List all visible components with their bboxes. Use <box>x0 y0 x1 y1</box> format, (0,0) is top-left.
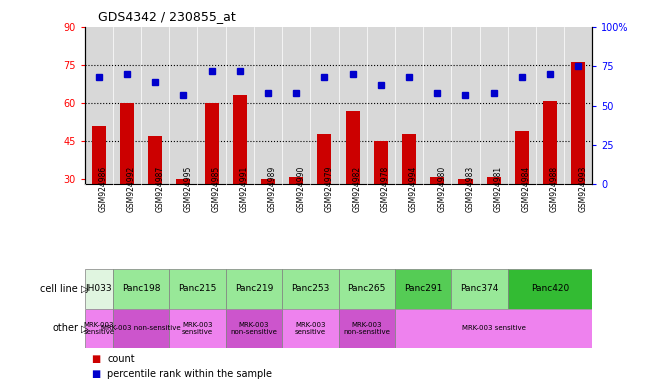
Bar <box>169 309 226 348</box>
Bar <box>515 131 529 184</box>
Text: percentile rank within the sample: percentile rank within the sample <box>107 369 272 379</box>
Text: GSM924983: GSM924983 <box>465 166 475 212</box>
Text: GSM924987: GSM924987 <box>155 166 164 212</box>
Text: ■: ■ <box>91 369 100 379</box>
Text: Panc219: Panc219 <box>235 285 273 293</box>
Text: MRK-003
sensitive: MRK-003 sensitive <box>295 322 326 335</box>
Text: GSM924986: GSM924986 <box>99 166 107 212</box>
Text: GDS4342 / 230855_at: GDS4342 / 230855_at <box>98 10 236 23</box>
Bar <box>395 269 451 309</box>
Text: Panc291: Panc291 <box>404 285 442 293</box>
Text: GSM924981: GSM924981 <box>493 166 503 212</box>
Text: Panc374: Panc374 <box>460 285 499 293</box>
Bar <box>451 269 508 309</box>
Text: GSM924991: GSM924991 <box>240 166 249 212</box>
Text: GSM924993: GSM924993 <box>578 166 587 212</box>
Text: GSM924985: GSM924985 <box>212 166 221 212</box>
Bar <box>92 126 106 184</box>
Text: GSM924992: GSM924992 <box>127 166 136 212</box>
Text: MRK-003
non-sensitive: MRK-003 non-sensitive <box>343 322 390 335</box>
Text: MRK-003
non-sensitive: MRK-003 non-sensitive <box>230 322 277 335</box>
Bar <box>458 179 473 184</box>
Text: MRK-003
sensitive: MRK-003 sensitive <box>182 322 213 335</box>
Bar <box>543 101 557 184</box>
Bar <box>169 269 226 309</box>
Text: ▷: ▷ <box>81 323 89 333</box>
Bar <box>339 309 395 348</box>
Text: GSM924995: GSM924995 <box>184 166 192 212</box>
Bar <box>402 134 416 184</box>
Bar <box>317 134 331 184</box>
Text: MRK-003
sensitive: MRK-003 sensitive <box>83 322 115 335</box>
Bar <box>508 269 592 309</box>
Text: MRK-003 non-sensitive: MRK-003 non-sensitive <box>102 325 181 331</box>
Bar <box>113 309 169 348</box>
Text: count: count <box>107 354 135 364</box>
Text: GSM924989: GSM924989 <box>268 166 277 212</box>
Text: GSM924988: GSM924988 <box>550 166 559 212</box>
Text: ■: ■ <box>91 354 100 364</box>
Bar <box>289 177 303 184</box>
Bar <box>282 309 339 348</box>
Text: GSM924978: GSM924978 <box>381 166 390 212</box>
Text: GSM924990: GSM924990 <box>296 166 305 212</box>
Bar <box>204 103 219 184</box>
Bar <box>148 136 162 184</box>
Bar <box>233 96 247 184</box>
Text: GSM924979: GSM924979 <box>324 166 333 212</box>
Text: Panc198: Panc198 <box>122 285 160 293</box>
Text: Panc265: Panc265 <box>348 285 386 293</box>
Bar <box>339 269 395 309</box>
Text: ▷: ▷ <box>81 284 89 294</box>
Text: Panc253: Panc253 <box>291 285 329 293</box>
Bar <box>176 179 190 184</box>
Text: cell line: cell line <box>40 284 78 294</box>
Bar <box>85 309 113 348</box>
Bar <box>85 269 113 309</box>
Text: Panc420: Panc420 <box>531 285 569 293</box>
Text: GSM924994: GSM924994 <box>409 166 418 212</box>
Bar <box>374 141 388 184</box>
Text: MRK-003 sensitive: MRK-003 sensitive <box>462 325 525 331</box>
Bar <box>113 269 169 309</box>
Bar <box>430 177 444 184</box>
Bar <box>282 269 339 309</box>
Text: GSM924982: GSM924982 <box>353 166 361 212</box>
Text: GSM924980: GSM924980 <box>437 166 446 212</box>
Bar <box>261 179 275 184</box>
Bar <box>226 309 282 348</box>
Bar <box>226 269 282 309</box>
Bar <box>395 309 592 348</box>
Bar <box>346 111 359 184</box>
Bar <box>120 103 134 184</box>
Text: Panc215: Panc215 <box>178 285 217 293</box>
Bar <box>487 177 501 184</box>
Text: JH033: JH033 <box>85 285 112 293</box>
Text: GSM924984: GSM924984 <box>522 166 531 212</box>
Bar <box>572 63 585 184</box>
Text: other: other <box>52 323 78 333</box>
